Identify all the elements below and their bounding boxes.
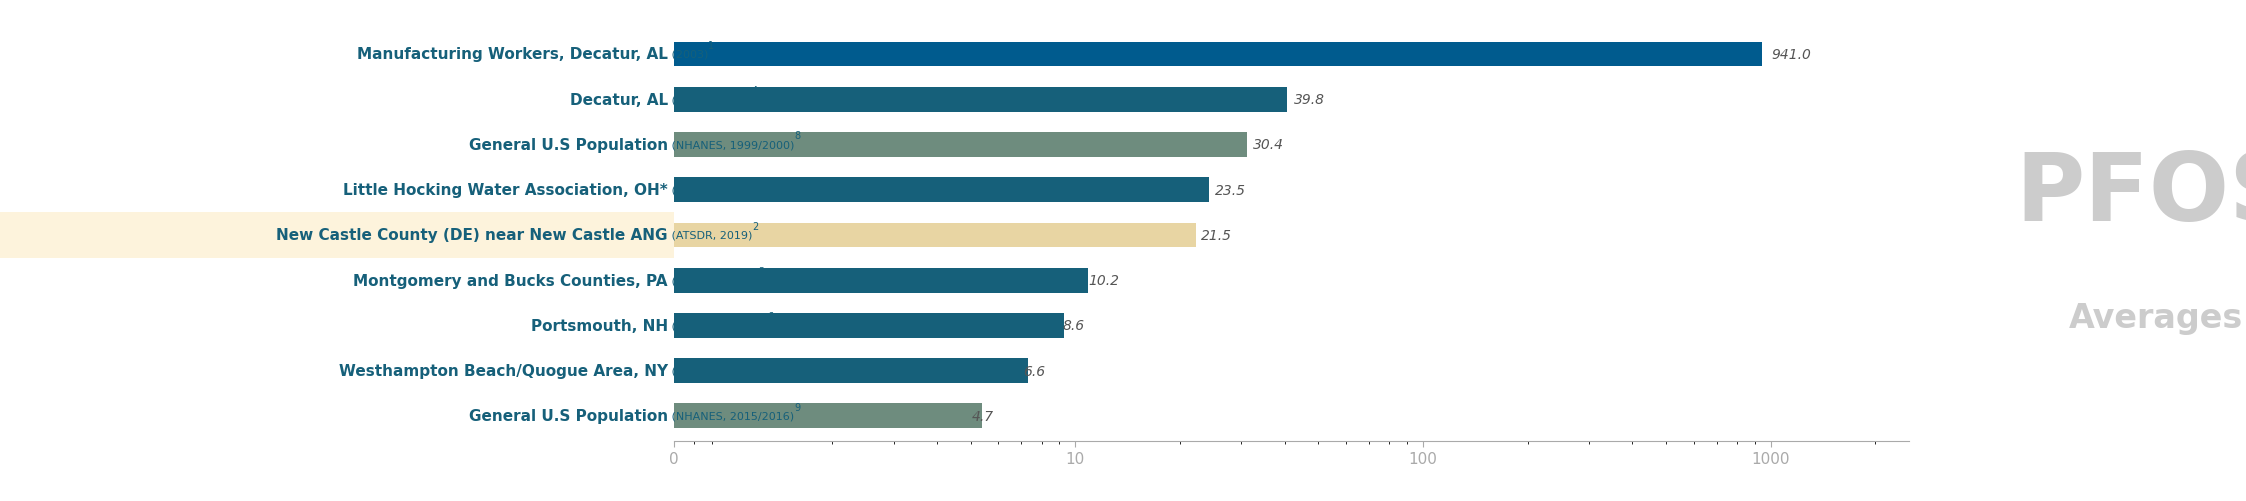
Text: (NH DHHS, 2015): (NH DHHS, 2015) [667, 321, 768, 331]
Text: 2: 2 [752, 221, 759, 231]
Text: Averages: Averages [2069, 301, 2244, 334]
Text: 6: 6 [768, 312, 775, 322]
Text: (ATSDR, 2019): (ATSDR, 2019) [667, 230, 752, 240]
Text: 6.6: 6.6 [1022, 364, 1044, 378]
Text: (NHANES, 2015/2016): (NHANES, 2015/2016) [667, 411, 793, 421]
Text: Little Hocking Water Association, OH*: Little Hocking Water Association, OH* [344, 183, 667, 198]
Bar [674, 268, 1089, 293]
Text: 23.5: 23.5 [1215, 183, 1247, 197]
Text: General U.S Population: General U.S Population [469, 138, 667, 153]
Bar [674, 223, 1195, 248]
Text: 21.5: 21.5 [1202, 228, 1233, 242]
Text: 4: 4 [752, 86, 759, 96]
Text: 9: 9 [793, 402, 800, 412]
Text: (PA DOH, 2018): (PA DOH, 2018) [667, 276, 759, 286]
Text: 39.8: 39.8 [1294, 93, 1325, 107]
Text: 30.4: 30.4 [1253, 138, 1285, 152]
Bar [674, 88, 1287, 112]
Text: Manufacturing Workers, Decatur, AL: Manufacturing Workers, Decatur, AL [357, 48, 667, 63]
Text: Portsmouth, NH: Portsmouth, NH [530, 318, 667, 333]
Text: 8.6: 8.6 [1062, 319, 1085, 333]
Bar [674, 133, 1247, 158]
Text: 10.2: 10.2 [1089, 274, 1119, 288]
Text: 5: 5 [844, 176, 849, 186]
Text: General U.S Population: General U.S Population [469, 408, 667, 423]
Text: (C8 Health Project, 2005/2006): (C8 Health Project, 2005/2006) [667, 185, 844, 195]
Text: 941.0: 941.0 [1772, 48, 1813, 62]
Text: 4.7: 4.7 [973, 409, 993, 423]
Text: 8: 8 [795, 131, 800, 141]
Text: (NHANES, 1999/2000): (NHANES, 1999/2000) [667, 140, 795, 150]
Bar [674, 313, 1065, 338]
Text: Decatur, AL: Decatur, AL [570, 93, 667, 108]
Bar [674, 178, 1208, 203]
Bar [674, 43, 1761, 67]
Text: 1: 1 [707, 41, 714, 51]
Text: New Castle County (DE) near New Castle ANG: New Castle County (DE) near New Castle A… [276, 228, 667, 243]
Text: Montgomery and Bucks Counties, PA: Montgomery and Bucks Counties, PA [353, 273, 667, 288]
Text: Westhampton Beach/Quogue Area, NY: Westhampton Beach/Quogue Area, NY [339, 363, 667, 378]
Text: (ATSDR, 2010): (ATSDR, 2010) [667, 95, 752, 105]
Text: (NYDOH, 2018): (NYDOH, 2018) [667, 366, 757, 376]
Bar [674, 359, 1029, 383]
Text: (2003): (2003) [667, 50, 707, 60]
Text: 3: 3 [759, 267, 764, 277]
Text: PFOS: PFOS [2015, 148, 2246, 240]
Bar [674, 404, 982, 428]
Text: 7: 7 [757, 357, 761, 367]
